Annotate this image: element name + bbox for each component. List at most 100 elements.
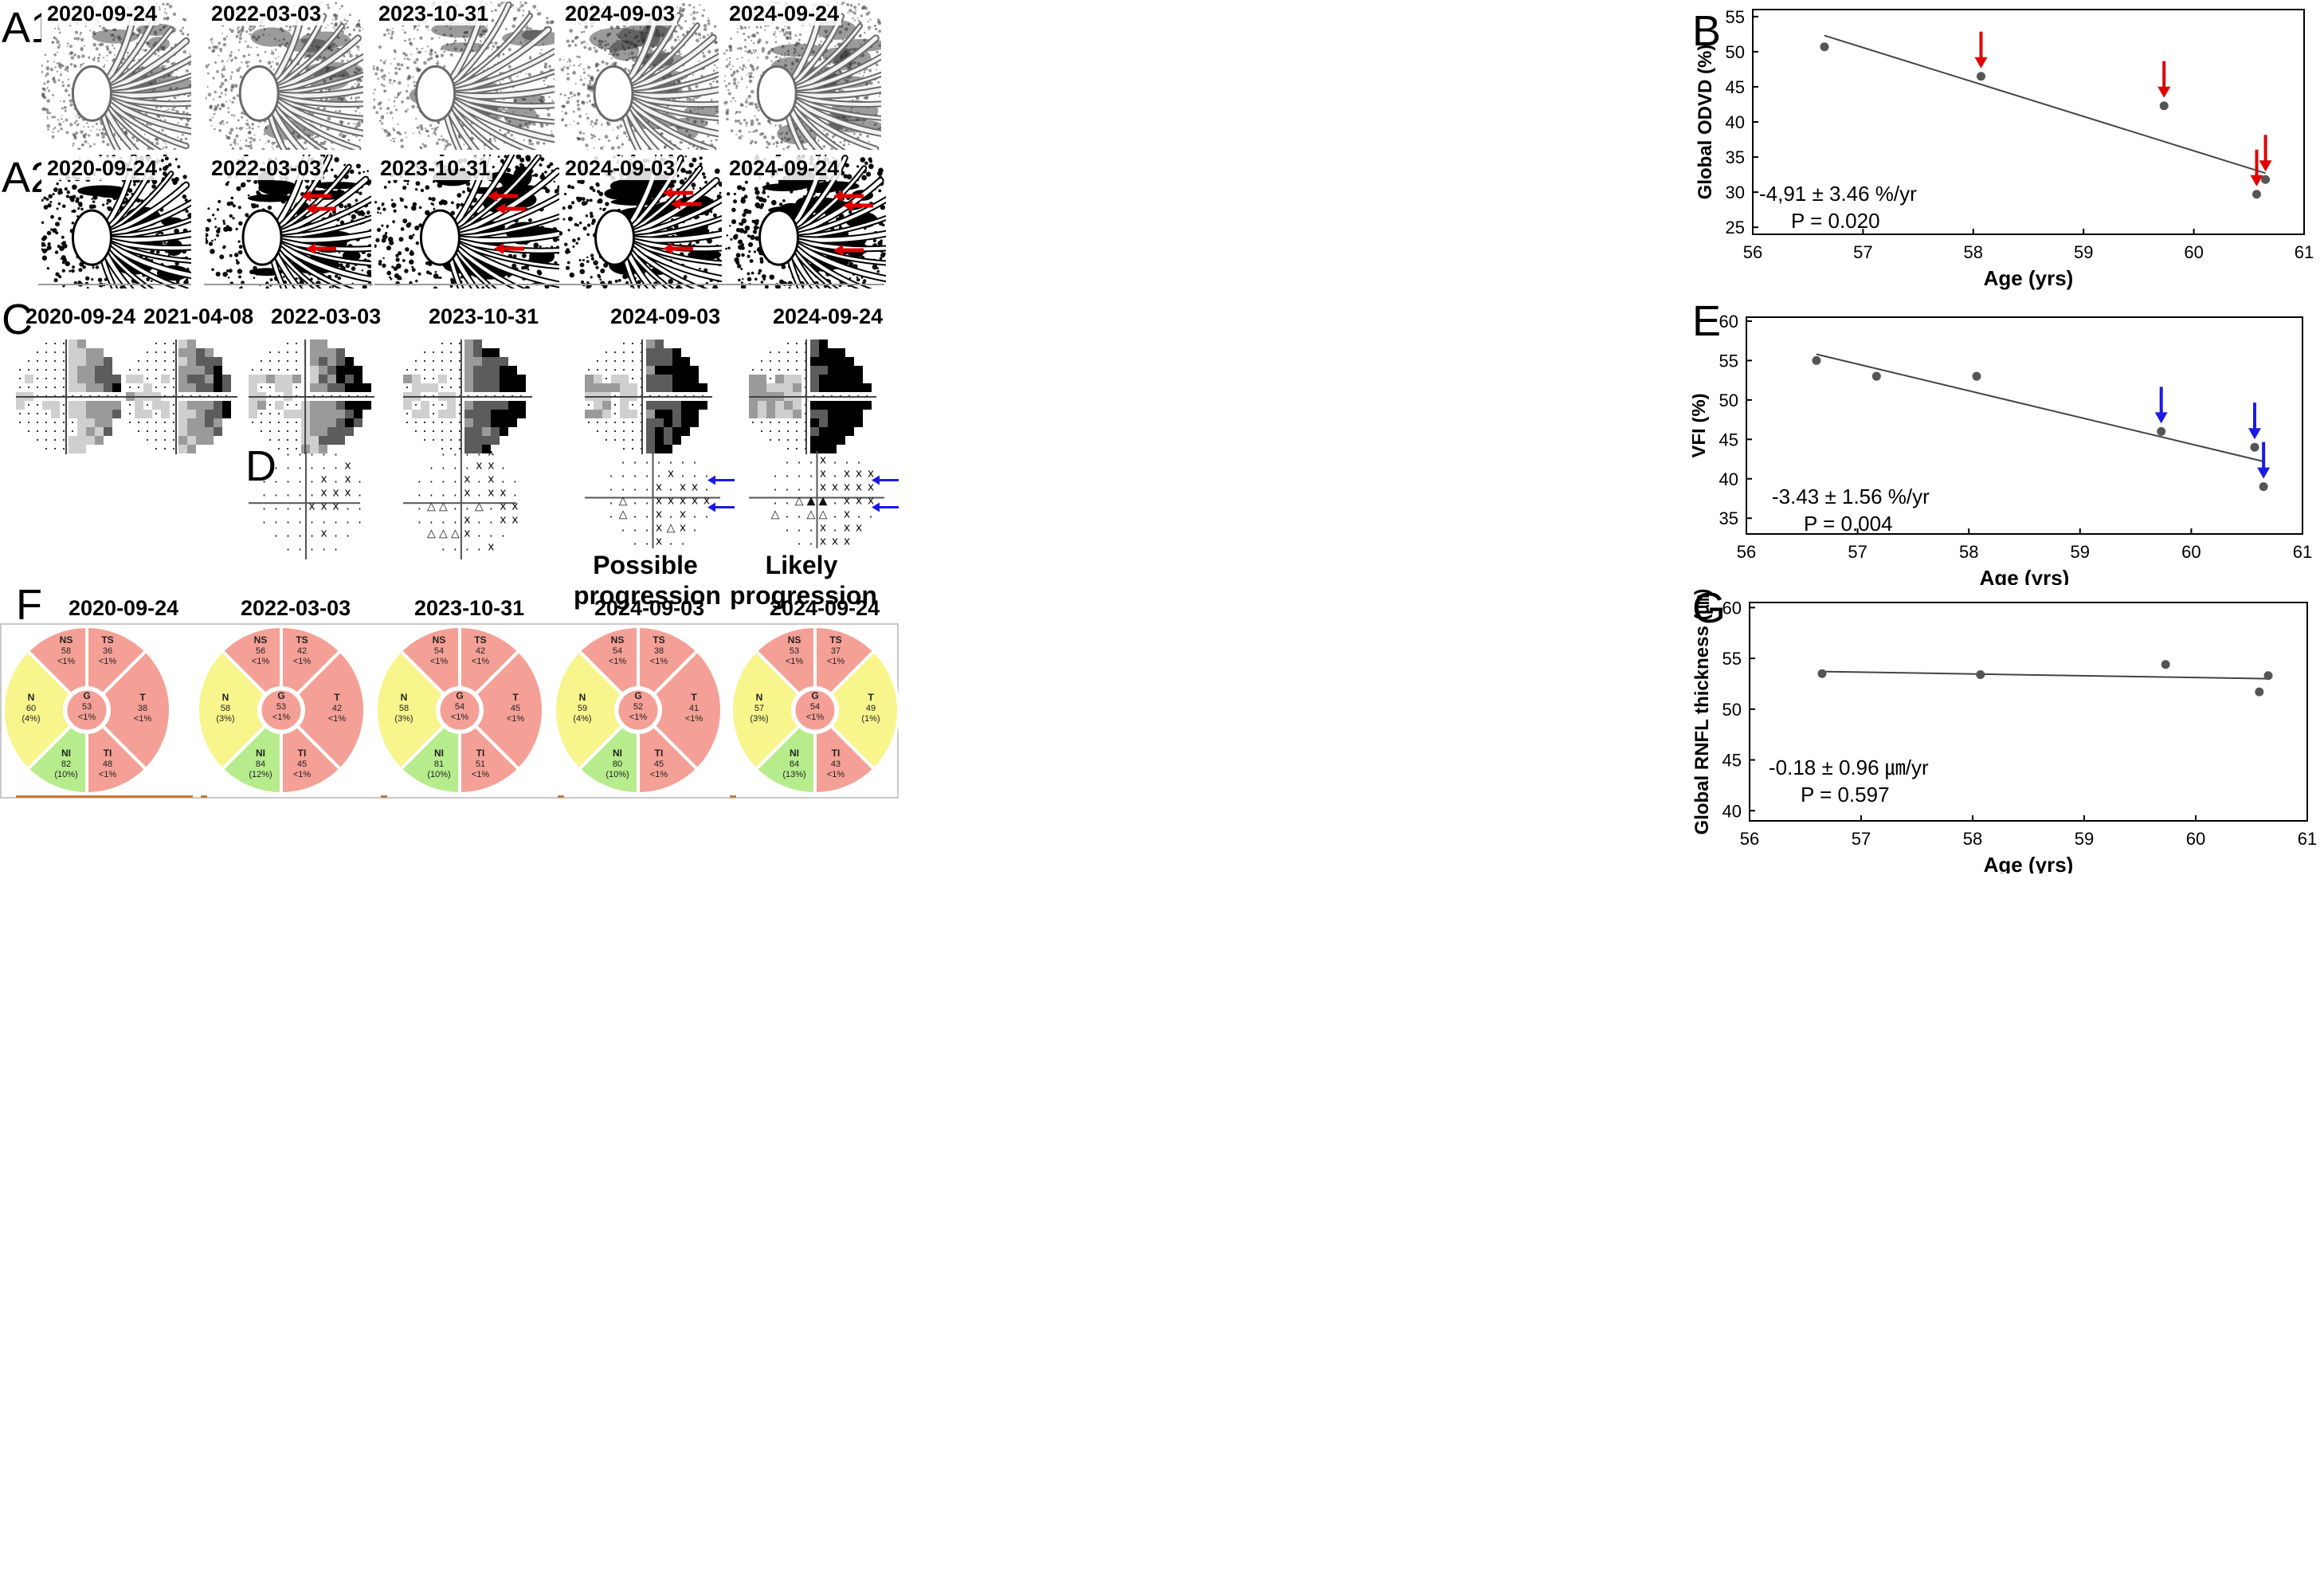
speckle bbox=[487, 67, 489, 69]
speckle bbox=[415, 181, 421, 186]
speckle bbox=[329, 212, 331, 214]
speckle bbox=[214, 104, 216, 107]
speckle bbox=[381, 122, 384, 125]
speckle bbox=[402, 185, 407, 190]
speckle bbox=[585, 214, 589, 218]
speckle bbox=[229, 53, 233, 57]
speckle bbox=[664, 49, 667, 52]
speckle bbox=[712, 80, 715, 83]
speckle bbox=[185, 123, 189, 127]
speckle bbox=[464, 39, 467, 42]
speckle bbox=[411, 104, 415, 109]
speckle bbox=[570, 39, 574, 43]
speckle bbox=[338, 109, 342, 113]
speckle bbox=[436, 126, 439, 129]
speckle bbox=[88, 144, 92, 148]
speckle bbox=[528, 143, 531, 146]
speckle bbox=[691, 183, 696, 188]
speckle bbox=[608, 48, 610, 50]
speckle bbox=[600, 40, 604, 44]
speckle bbox=[177, 165, 181, 169]
speckle bbox=[635, 34, 640, 38]
speckle bbox=[679, 179, 685, 185]
speckle bbox=[774, 41, 778, 44]
speckle bbox=[746, 86, 748, 88]
speckle bbox=[411, 265, 414, 269]
speckle bbox=[124, 197, 128, 201]
speckle bbox=[400, 227, 405, 231]
speckle bbox=[602, 145, 605, 147]
speckle bbox=[325, 88, 327, 91]
speckle bbox=[590, 121, 594, 124]
speckle bbox=[728, 48, 733, 52]
speckle bbox=[562, 58, 565, 61]
speckle bbox=[67, 42, 69, 45]
speckle bbox=[386, 245, 392, 251]
speckle bbox=[553, 78, 555, 80]
speckle bbox=[695, 84, 699, 88]
speckle bbox=[504, 155, 508, 159]
speckle bbox=[357, 210, 363, 216]
speckle bbox=[410, 249, 413, 253]
speckle bbox=[355, 67, 359, 70]
speckle bbox=[73, 209, 76, 214]
speckle bbox=[793, 47, 797, 51]
optic-disc bbox=[419, 209, 460, 266]
speckle bbox=[392, 127, 394, 129]
speckle bbox=[730, 37, 732, 40]
speckle bbox=[561, 110, 563, 112]
speckle bbox=[860, 56, 861, 58]
speckle bbox=[65, 194, 69, 198]
speckle bbox=[63, 105, 67, 109]
speckle bbox=[106, 60, 108, 61]
speckle bbox=[46, 230, 52, 236]
speckle bbox=[561, 119, 563, 122]
speckle bbox=[65, 118, 69, 122]
speckle bbox=[277, 56, 280, 58]
speckle bbox=[688, 98, 692, 102]
speckle bbox=[209, 118, 213, 122]
speckle bbox=[80, 37, 84, 42]
speckle bbox=[569, 91, 573, 96]
speckle bbox=[430, 37, 434, 41]
speckle bbox=[41, 241, 45, 247]
speckle bbox=[414, 187, 418, 191]
speckle bbox=[782, 32, 785, 33]
speckle bbox=[241, 61, 243, 64]
speckle bbox=[734, 100, 736, 102]
speckle bbox=[342, 73, 345, 77]
speckle bbox=[743, 26, 747, 29]
speckle bbox=[782, 147, 785, 150]
speckle bbox=[357, 82, 361, 86]
speckle bbox=[237, 49, 240, 51]
speckle bbox=[138, 53, 140, 55]
speckle bbox=[492, 45, 496, 48]
speckle bbox=[390, 277, 393, 281]
speckle bbox=[110, 33, 114, 37]
speckle bbox=[248, 126, 251, 130]
speckle bbox=[784, 64, 788, 68]
speckle bbox=[877, 20, 881, 23]
speckle bbox=[238, 41, 241, 44]
speckle bbox=[725, 49, 728, 52]
speckle bbox=[747, 26, 750, 29]
speckle bbox=[174, 109, 176, 112]
speckle bbox=[393, 100, 396, 103]
speckle bbox=[710, 139, 713, 143]
speckle bbox=[587, 65, 591, 69]
panel-label-b: B bbox=[1692, 7, 1722, 55]
speckle bbox=[41, 255, 48, 261]
speckle bbox=[47, 128, 49, 131]
speckle bbox=[106, 198, 110, 202]
speckle bbox=[274, 49, 277, 51]
speckle bbox=[723, 52, 726, 55]
speckle bbox=[404, 39, 406, 42]
speckle bbox=[616, 33, 619, 37]
speckle bbox=[578, 65, 581, 67]
speckle bbox=[69, 62, 73, 66]
speckle bbox=[818, 35, 821, 38]
speckle bbox=[781, 45, 785, 49]
speckle bbox=[230, 114, 233, 116]
speckle bbox=[578, 114, 582, 118]
speckle bbox=[637, 39, 641, 43]
